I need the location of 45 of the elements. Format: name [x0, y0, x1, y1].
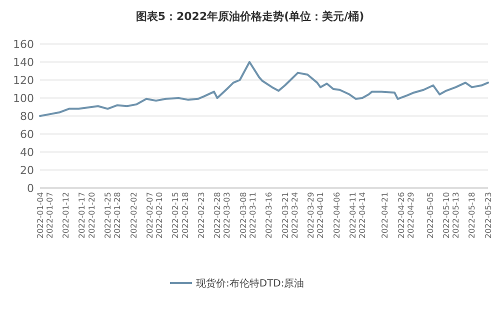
x-tick-label: 2022-02-07 [145, 192, 154, 238]
y-tick-label: 60 [20, 128, 34, 141]
chart-title: 图表5：2022年原油价格走势(单位：美元/桶) [136, 10, 364, 23]
x-tick-label: 2022-05-10 [442, 192, 451, 238]
x-tick-label: 2022-03-21 [280, 192, 290, 238]
x-tick-label: 2022-01-12 [62, 192, 71, 238]
y-tick-label: 120 [13, 74, 34, 87]
x-tick-label: 2022-03-16 [264, 192, 274, 238]
x-tick-label: 2022-04-29 [406, 192, 416, 238]
x-tick-label: 2022-01-28 [113, 192, 122, 238]
y-tick-label: 40 [20, 146, 34, 159]
x-tick-label: 2022-03-11 [248, 192, 258, 238]
x-tick-label: 2022-01-17 [78, 192, 87, 238]
y-tick-label: 0 [27, 182, 34, 195]
y-tick-label: 100 [13, 92, 34, 105]
x-tick-label: 2022-02-10 [155, 192, 164, 238]
x-tick-label: 2022-02-18 [180, 192, 190, 238]
y-tick-label: 160 [13, 38, 34, 51]
x-tick-label: 2022-01-04 [36, 192, 45, 238]
x-tick-label: 2022-03-24 [290, 192, 300, 238]
x-tick-label: 2022-01-20 [87, 192, 96, 238]
line-series [39, 61, 489, 117]
x-tick-label: 2022-03-08 [238, 192, 248, 238]
x-tick-label: 2022-05-05 [426, 192, 435, 238]
x-tick-label: 2022-02-28 [213, 192, 222, 238]
y-tick-label: 140 [13, 56, 34, 69]
x-tick-label: 2022-03-29 [306, 192, 316, 238]
x-tick-label: 2022-02-02 [129, 192, 138, 238]
x-tick-label: 2022-02-15 [171, 192, 180, 238]
x-tick-label: 2022-02-23 [196, 192, 206, 238]
x-tick-label: 2022-01-07 [45, 192, 54, 238]
x-tick-label: 2022-04-26 [396, 192, 406, 238]
x-tick-label: 2022-04-11 [348, 192, 358, 238]
x-tick-label: 2022-05-18 [468, 192, 477, 238]
x-tick-label: 2022-04-01 [316, 192, 326, 238]
x-tick-label: 2022-03-03 [222, 192, 232, 238]
y-tick-label: 80 [20, 110, 34, 123]
x-tick-label: 2022-04-21 [380, 192, 390, 238]
y-tick-label: 20 [20, 164, 34, 177]
legend-label: 现货价:布伦特DTD:原油 [196, 278, 304, 290]
x-tick-label: 2022-01-25 [103, 192, 112, 238]
x-tick-label: 2022-04-06 [332, 192, 342, 238]
x-tick-label: 2022-05-13 [452, 192, 461, 238]
x-tick-label: 2022-05-23 [484, 192, 493, 238]
x-tick-label: 2022-04-14 [358, 192, 368, 238]
